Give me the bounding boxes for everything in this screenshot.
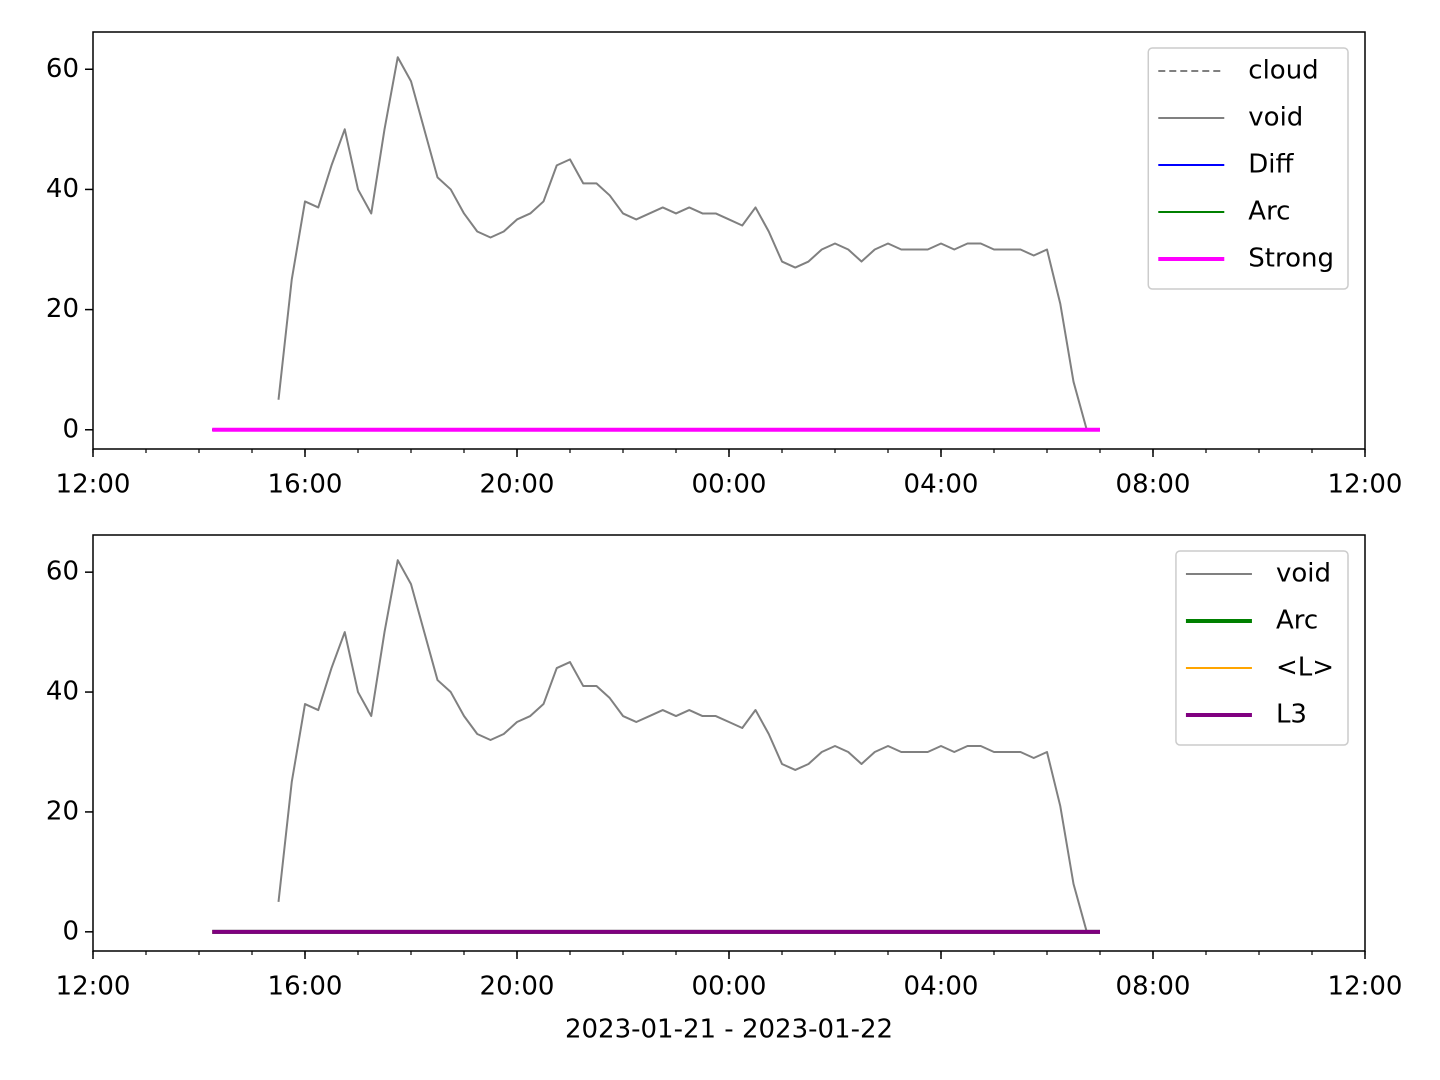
legend-label: void: [1276, 559, 1331, 589]
legend-label: Arc: [1248, 197, 1290, 227]
legend-label: Strong: [1248, 244, 1334, 274]
subplot: 12:00 16:00 20:00 00:00 04:00 08:00 12:00 0 20 40…: [46, 534, 1403, 1045]
y-tick-label: 0: [62, 916, 79, 946]
legend-frame: [1147, 47, 1349, 290]
x-tick-label: 20:00: [480, 972, 555, 1002]
x-tick-label: 12:00: [56, 972, 131, 1002]
x-tick-label: 12:00: [1328, 470, 1403, 500]
x-axis-label: 2023-01-21 - 2023-01-22: [565, 1015, 893, 1045]
legend-frame: [1175, 550, 1349, 746]
legend-label: Diff: [1248, 150, 1294, 180]
axes-frame: [92, 31, 1366, 450]
x-tick-label: 04:00: [904, 972, 979, 1002]
x-tick-label: 16:00: [268, 470, 343, 500]
x-tick-label: 20:00: [480, 470, 555, 500]
legend-label: void: [1248, 103, 1303, 133]
y-tick-label: 40: [46, 677, 79, 707]
legend-label: Arc: [1276, 606, 1318, 636]
axes-frame: [92, 534, 1366, 952]
legend-label: L3: [1276, 700, 1307, 730]
legend: cloud void Diff Arc Strong: [1147, 47, 1349, 290]
y-tick-label: 60: [46, 54, 79, 84]
x-tick-label: 00:00: [692, 972, 767, 1002]
y-tick-label: 20: [46, 796, 79, 826]
y-tick-label: 40: [46, 174, 79, 204]
x-tick-label: 16:00: [268, 972, 343, 1002]
x-tick-label: 04:00: [904, 470, 979, 500]
x-tick-label: 12:00: [56, 470, 131, 500]
x-tick-label: 00:00: [692, 470, 767, 500]
series-line: [277, 559, 1088, 933]
x-tick-label: 08:00: [1116, 470, 1191, 500]
y-tick-label: 20: [46, 294, 79, 324]
x-tick-label: 08:00: [1116, 972, 1191, 1002]
subplot: 12:00 16:00 20:00 00:00 04:00 08:00 12:00 0 20 40…: [46, 31, 1403, 500]
y-tick-label: 0: [62, 414, 79, 444]
x-tick-label: 12:00: [1328, 972, 1403, 1002]
legend: void Arc <L> L3: [1175, 550, 1349, 746]
series-line: [277, 56, 1088, 431]
legend-label: cloud: [1248, 56, 1318, 86]
legend-label: <L>: [1276, 653, 1334, 683]
y-tick-label: 60: [46, 557, 79, 587]
